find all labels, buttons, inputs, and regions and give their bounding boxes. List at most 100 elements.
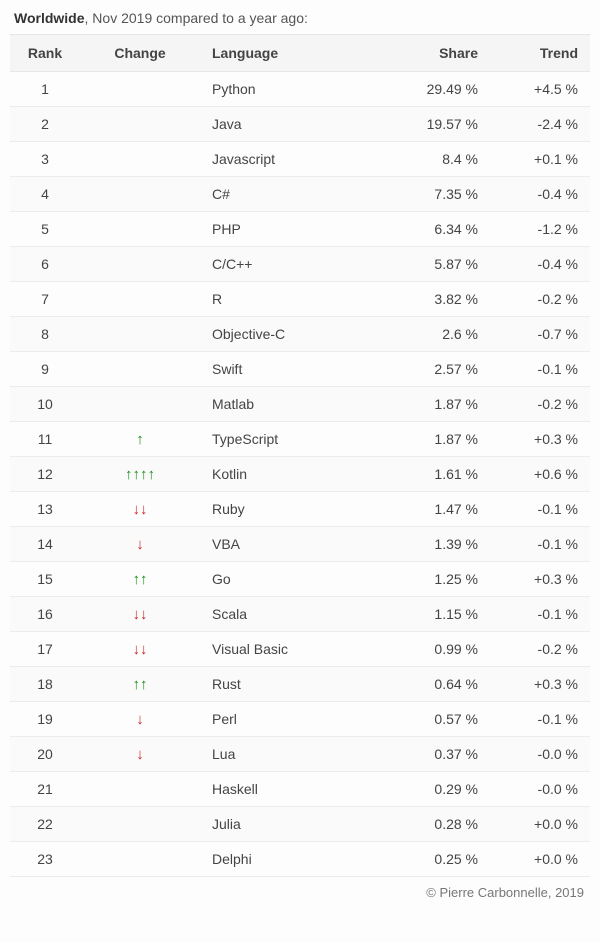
cell-trend: -1.2 % [490, 212, 590, 247]
cell-change [80, 317, 200, 352]
cell-rank: 11 [10, 422, 80, 457]
cell-share: 2.6 % [390, 317, 490, 352]
cell-language: PHP [200, 212, 390, 247]
cell-rank: 16 [10, 597, 80, 632]
cell-trend: -0.1 % [490, 492, 590, 527]
cell-language: Visual Basic [200, 632, 390, 667]
cell-rank: 20 [10, 737, 80, 772]
table-row: 20↓Lua0.37 %-0.0 % [10, 737, 590, 772]
cell-change [80, 352, 200, 387]
cell-share: 0.64 % [390, 667, 490, 702]
title-rest: , Nov 2019 compared to a year ago: [85, 10, 308, 26]
cell-rank: 19 [10, 702, 80, 737]
table-row: 9Swift2.57 %-0.1 % [10, 352, 590, 387]
cell-trend: -0.1 % [490, 527, 590, 562]
arrow-down-icon: ↓ [133, 642, 141, 657]
title-bold: Worldwide [14, 10, 85, 26]
cell-rank: 1 [10, 72, 80, 107]
table-row: 13↓↓Ruby1.47 %-0.1 % [10, 492, 590, 527]
cell-trend: -0.7 % [490, 317, 590, 352]
cell-rank: 23 [10, 842, 80, 877]
cell-rank: 6 [10, 247, 80, 282]
table-body: 1 Python29.49 %+4.5 %2Java19.57 %-2.4 %3J… [10, 72, 590, 877]
table-row: 1 Python29.49 %+4.5 % [10, 72, 590, 107]
cell-share: 3.82 % [390, 282, 490, 317]
cell-trend: +4.5 % [490, 72, 590, 107]
cell-language: Python [200, 72, 390, 107]
cell-share: 0.57 % [390, 702, 490, 737]
table-row: 17↓↓Visual Basic0.99 %-0.2 % [10, 632, 590, 667]
arrow-up-icon: ↑ [136, 432, 144, 447]
col-header-trend: Trend [490, 35, 590, 72]
cell-share: 0.25 % [390, 842, 490, 877]
table-row: 22Julia0.28 %+0.0 % [10, 807, 590, 842]
cell-change [80, 107, 200, 142]
table-row: 21Haskell0.29 %-0.0 % [10, 772, 590, 807]
table-row: 7R3.82 %-0.2 % [10, 282, 590, 317]
cell-change [80, 72, 200, 107]
table-row: 14↓VBA1.39 %-0.1 % [10, 527, 590, 562]
cell-share: 8.4 % [390, 142, 490, 177]
cell-trend: -2.4 % [490, 107, 590, 142]
table-row: 16↓↓Scala1.15 %-0.1 % [10, 597, 590, 632]
cell-language: VBA [200, 527, 390, 562]
col-header-share: Share [390, 35, 490, 72]
cell-change: ↓↓ [80, 597, 200, 632]
arrow-up-icon: ↑ [140, 467, 148, 482]
cell-language: Matlab [200, 387, 390, 422]
cell-change: ↓ [80, 737, 200, 772]
cell-share: 1.87 % [390, 387, 490, 422]
cell-rank: 14 [10, 527, 80, 562]
cell-change: ↑ [80, 422, 200, 457]
cell-change [80, 247, 200, 282]
cell-share: 2.57 % [390, 352, 490, 387]
cell-rank: 5 [10, 212, 80, 247]
ranking-table: Rank Change Language Share Trend 1Python… [10, 34, 590, 877]
cell-share: 29.49 % [390, 72, 490, 107]
cell-rank: 21 [10, 772, 80, 807]
cell-trend: -0.0 % [490, 772, 590, 807]
cell-rank: 9 [10, 352, 80, 387]
table-row: 18↑↑Rust0.64 %+0.3 % [10, 667, 590, 702]
cell-share: 0.29 % [390, 772, 490, 807]
cell-share: 1.87 % [390, 422, 490, 457]
cell-share: 1.61 % [390, 457, 490, 492]
cell-rank: 22 [10, 807, 80, 842]
arrow-down-icon: ↓ [140, 607, 148, 622]
arrow-up-icon: ↑ [125, 467, 133, 482]
table-row: 2Java19.57 %-2.4 % [10, 107, 590, 142]
cell-language: Scala [200, 597, 390, 632]
table-row: 11 ↑ TypeScript1.87 %+0.3 % [10, 422, 590, 457]
cell-trend: -0.2 % [490, 632, 590, 667]
cell-trend: +0.1 % [490, 142, 590, 177]
col-header-change: Change [80, 35, 200, 72]
table-row: 23Delphi0.25 %+0.0 % [10, 842, 590, 877]
cell-language: TypeScript [200, 422, 390, 457]
cell-share: 1.47 % [390, 492, 490, 527]
cell-language: Julia [200, 807, 390, 842]
cell-language: Java [200, 107, 390, 142]
arrow-up-icon: ↑ [133, 467, 141, 482]
cell-trend: -0.4 % [490, 177, 590, 212]
cell-rank: 13 [10, 492, 80, 527]
cell-trend: +0.3 % [490, 422, 590, 457]
table-row: 3Javascript8.4 %+0.1 % [10, 142, 590, 177]
cell-trend: -0.2 % [490, 282, 590, 317]
arrow-up-icon: ↑ [148, 467, 156, 482]
cell-language: Perl [200, 702, 390, 737]
cell-language: Objective-C [200, 317, 390, 352]
arrow-down-icon: ↓ [136, 747, 144, 762]
cell-language: Javascript [200, 142, 390, 177]
cell-rank: 18 [10, 667, 80, 702]
cell-share: 5.87 % [390, 247, 490, 282]
cell-rank: 4 [10, 177, 80, 212]
cell-trend: -0.1 % [490, 597, 590, 632]
arrow-up-icon: ↑ [133, 677, 141, 692]
cell-change: ↑↑↑↑ [80, 457, 200, 492]
table-row: 19↓Perl0.57 %-0.1 % [10, 702, 590, 737]
arrow-down-icon: ↓ [133, 502, 141, 517]
cell-share: 7.35 % [390, 177, 490, 212]
arrow-up-icon: ↑ [140, 677, 148, 692]
cell-language: C/C++ [200, 247, 390, 282]
cell-trend: -0.1 % [490, 352, 590, 387]
